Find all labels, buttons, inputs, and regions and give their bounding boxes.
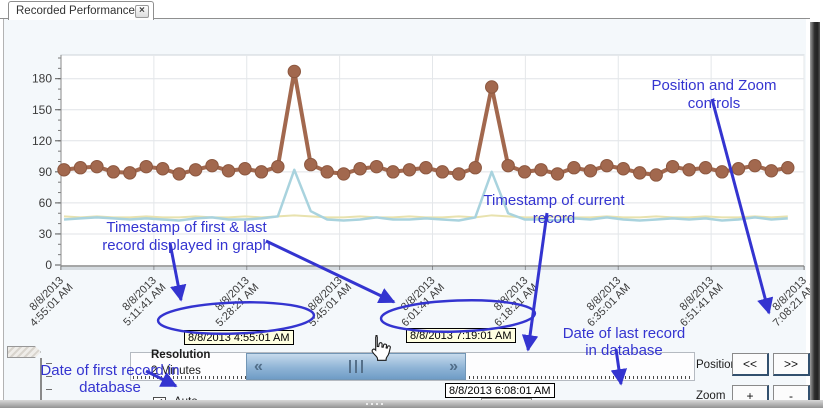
data-point (304, 157, 318, 172)
data-point (156, 162, 170, 176)
data-point (57, 163, 71, 177)
data-point (402, 163, 417, 177)
content-panel: 0 30 60 90 120 150 180 8/8/2013 4:55:01 AM 8/8/20… (3, 19, 810, 408)
y-tick-label: 120 (32, 134, 52, 148)
y-tick-label: 30 (39, 227, 53, 241)
data-point (188, 163, 203, 177)
annotation-first-db: Date of first record in database (40, 362, 180, 396)
y-tick-label: 0 (45, 258, 52, 272)
y-tick-label: 180 (32, 72, 52, 86)
resolution-slider-handle[interactable] (7, 346, 41, 358)
data-point (781, 161, 795, 175)
tab-title: Recorded Performance (16, 5, 135, 17)
zoom-label: Zoom (696, 390, 726, 402)
data-point (419, 161, 433, 175)
annotation-current-record: Timestamp of current record (483, 192, 625, 227)
data-point (633, 166, 647, 180)
data-point (287, 64, 301, 79)
data-point (271, 159, 285, 174)
data-point (73, 161, 88, 175)
data-point (139, 159, 153, 174)
y-tick-label: 60 (39, 196, 53, 210)
resolution-tick (46, 389, 52, 390)
tab-recorded-performance[interactable]: Recorded Performance × (8, 1, 154, 20)
bottom-splitter[interactable] (0, 400, 823, 408)
position-label: Position (696, 359, 737, 371)
data-point (123, 166, 137, 180)
data-point (369, 159, 384, 174)
first-visible-timestamp: 8/8/2013 4:55:01 AM (184, 330, 294, 345)
data-point (468, 161, 482, 175)
data-point (205, 158, 219, 173)
data-point (320, 165, 334, 179)
y-tick-label: 150 (32, 103, 52, 117)
data-point (731, 162, 746, 176)
data-point (485, 80, 499, 94)
data-point (534, 163, 548, 177)
annotation-position-zoom: Position and Zoom controls (651, 77, 777, 112)
data-point (649, 168, 663, 182)
data-point (90, 159, 104, 174)
data-point (452, 167, 466, 181)
data-point (172, 167, 186, 181)
current-record-timestamp: 8/8/2013 6:08:01 AM (445, 383, 555, 398)
data-point (221, 164, 236, 178)
position-back-button[interactable]: << (732, 353, 769, 376)
resolution-label: Resolution (151, 349, 211, 361)
thumb-grip-icon[interactable] (349, 360, 363, 373)
data-point (583, 164, 598, 178)
tab-close-icon[interactable]: × (134, 4, 149, 18)
last-visible-timestamp: 8/8/2013 7:19:01 AM (406, 328, 516, 343)
position-forward-button[interactable]: >> (773, 353, 810, 376)
data-point (501, 158, 515, 173)
resolution-tick (46, 363, 52, 364)
data-point (748, 158, 762, 173)
timeline-scrollbar-track[interactable]: « » (130, 352, 695, 381)
data-point (567, 161, 581, 175)
data-point (353, 162, 367, 176)
gridlines (61, 55, 805, 266)
data-point (106, 165, 121, 179)
data-point (435, 165, 450, 179)
annotation-first-last: Timestamp of first & last record display… (102, 219, 271, 254)
data-point (336, 167, 351, 181)
y-tick-label: 90 (39, 165, 53, 179)
data-point (517, 165, 532, 179)
scroll-right-icon[interactable]: » (449, 357, 458, 375)
data-point (665, 159, 680, 174)
resolution-slider-track (40, 358, 42, 408)
data-point (682, 163, 696, 177)
splitter-grip-icon (366, 403, 383, 405)
series-secondary (63, 168, 788, 222)
scroll-left-icon[interactable]: « (254, 357, 263, 375)
resolution-tick (46, 376, 52, 377)
data-point (386, 165, 400, 179)
data-point (600, 158, 614, 173)
data-point (254, 165, 269, 179)
annotation-last-db: Date of last record in database (562, 325, 686, 359)
data-point (764, 164, 779, 178)
data-point (715, 165, 729, 179)
data-point (616, 162, 630, 176)
data-point (238, 162, 252, 176)
plot-shadow (61, 267, 804, 270)
window-edge (810, 22, 820, 400)
timeline-scrollbar-thumb[interactable]: « » (246, 353, 466, 380)
data-point (550, 167, 565, 181)
tab-bar: Recorded Performance × (0, 0, 810, 20)
data-point (698, 161, 713, 175)
